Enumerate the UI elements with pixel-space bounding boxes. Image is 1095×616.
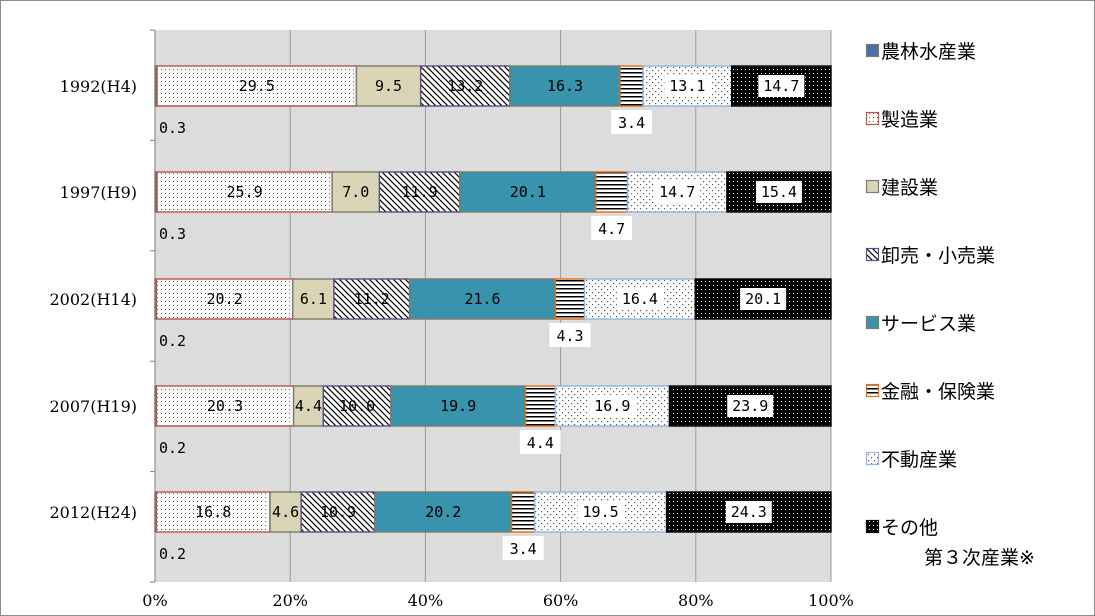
data-label-outside: 4.7 [598,220,625,238]
data-label-outside: 3.4 [618,114,645,132]
data-label: 11.9 [402,183,438,201]
data-label: 24.3 [731,503,767,521]
x-tick-label: 40% [408,591,444,610]
legend-label: その他 [881,517,938,539]
legend-label: 卸売・小売業 [881,245,995,267]
data-label: 16.4 [622,290,658,308]
data-label: 16.3 [547,77,583,95]
legend-swatch [867,181,879,193]
bar-segment [596,172,628,212]
legend-label: 農林水産業 [881,41,976,63]
data-label: 20.1 [510,183,546,201]
legend-swatch [867,45,879,57]
data-label: 15.4 [761,183,797,201]
legend-label: 金融・保険業 [881,381,995,403]
legend: 農林水産業製造業建設業卸売・小売業サービス業金融・保険業不動産業その他第３次産業… [867,41,1035,569]
data-label-outside: 0.3 [159,119,186,137]
data-label: 23.9 [732,397,768,415]
category-label: 2007(H19) [49,397,137,416]
data-label: 4.4 [295,397,322,415]
data-label: 14.7 [763,77,799,95]
legend-swatch [867,453,879,465]
data-label-outside: 4.3 [556,327,583,345]
data-label: 13.1 [669,77,705,95]
data-label: 19.5 [583,503,619,521]
legend-label: 第３次産業※ [924,547,1035,569]
category-label: 2002(H14) [49,290,137,309]
data-label: 20.3 [207,397,243,415]
x-tick-label: 80% [678,591,714,610]
legend-swatch [867,113,879,125]
x-tick-label: 60% [543,591,579,610]
legend-label: 建設業 [881,177,938,199]
legend-swatch [867,521,879,533]
bar-segment [512,492,535,532]
data-label: 20.2 [425,503,461,521]
data-label: 9.5 [375,77,402,95]
data-label: 19.9 [440,397,476,415]
data-label: 25.9 [227,183,263,201]
data-label-outside: 4.4 [527,434,554,452]
data-label: 10.9 [320,503,356,521]
legend-swatch [867,249,879,261]
bar-segment [525,386,555,426]
data-label: 29.5 [239,77,275,95]
legend-label: 製造業 [881,109,938,131]
bar-segment [555,279,584,319]
data-label-outside: 0.2 [159,545,186,563]
legend-swatch [867,317,879,329]
data-label: 4.6 [272,503,299,521]
data-label-outside: 0.3 [159,225,186,243]
data-label: 20.2 [206,290,242,308]
bar-segment [620,66,643,106]
data-label-outside: 3.4 [510,540,537,558]
data-label: 6.1 [300,290,327,308]
category-label: 1997(H9) [60,183,137,202]
data-label: 11.2 [354,290,390,308]
legend-swatch [867,385,879,397]
category-label: 2012(H24) [49,503,137,522]
plot-area: 0% 20% 40% 60% 80% 100% 1992(H4) 29.5 9.5 13.2 16.… [49,30,853,610]
data-label: 13.2 [447,77,483,95]
category-label: 1992(H4) [60,77,137,96]
data-label: 10.0 [339,397,375,415]
data-label: 20.1 [745,290,781,308]
x-tick-label: 0% [142,591,167,610]
data-label: 16.9 [594,397,630,415]
x-tick-label: 100% [808,591,854,610]
x-tick-label: 20% [272,591,308,610]
data-label: 14.7 [659,183,695,201]
legend-label: サービス業 [881,313,976,335]
legend-label: 不動産業 [881,449,957,471]
data-label-outside: 0.2 [159,332,186,350]
data-label-outside: 0.2 [159,439,186,457]
data-label: 7.0 [342,183,369,201]
data-label: 16.8 [195,503,231,521]
data-label: 21.6 [464,290,500,308]
